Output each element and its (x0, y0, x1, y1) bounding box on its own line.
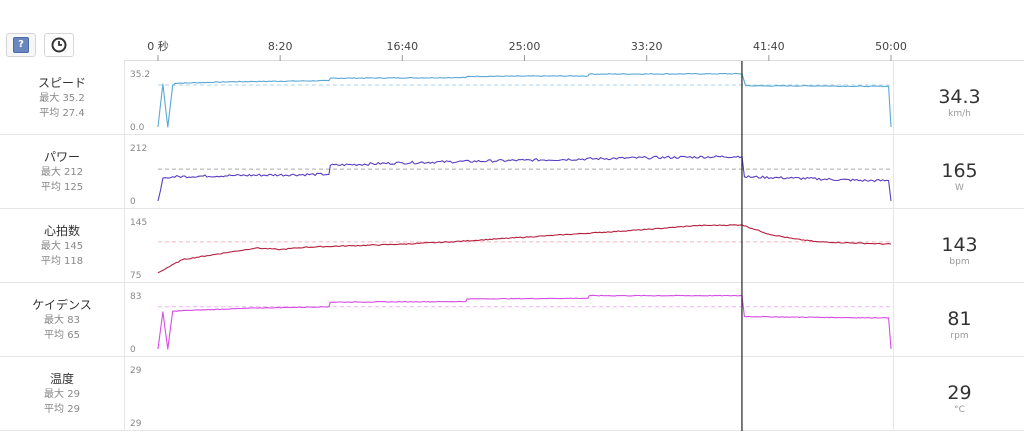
metric-max: 最大 212 (40, 167, 84, 178)
metric-name: 温度 (49, 372, 74, 386)
x-tick-label: 41:40 (753, 40, 785, 53)
metric-name: パワー (43, 150, 80, 164)
metric-max: 最大 83 (44, 315, 80, 326)
metric-max: 最大 35.2 (39, 93, 85, 104)
x-tick-label: 16:40 (386, 40, 418, 53)
toolbar: ? (6, 33, 84, 57)
label-power: パワー 最大 212 平均 125 (0, 148, 124, 195)
label-heart-rate: 心拍数 最大 145 平均 118 (0, 222, 124, 269)
unit-label: rpm (950, 331, 969, 341)
label-temperature: 温度 最大 29 平均 29 (0, 370, 124, 417)
y-min-label: 0 (130, 197, 136, 207)
metric-avg: 平均 118 (40, 256, 84, 267)
metric-name: スピード (37, 76, 86, 90)
series-line (157, 72, 892, 128)
value-temperature: 29 °C (895, 382, 1024, 416)
metric-avg: 平均 29 (44, 404, 80, 415)
metric-name: 心拍数 (43, 224, 80, 238)
y-max-label: 212 (130, 144, 147, 154)
x-tick-label: 33:20 (631, 40, 663, 53)
metric-avg: 平均 125 (40, 182, 84, 193)
value-cadence: 81 rpm (895, 308, 1024, 342)
cursor-value: 29 (947, 382, 972, 404)
x-tick-label: 0 秒 (147, 39, 169, 53)
y-max-label: 145 (130, 218, 147, 228)
unit-label: °C (954, 405, 965, 415)
value-speed: 34.3 km/h (895, 86, 1024, 120)
cursor-value: 81 (947, 308, 972, 330)
series-line (157, 224, 892, 274)
y-max-label: 35.2 (130, 70, 150, 80)
clock-icon (51, 37, 67, 53)
metric-name: ケイデンス (32, 298, 92, 312)
y-min-label: 0 (130, 345, 136, 355)
series-line (157, 155, 892, 202)
value-power: 165 W (895, 160, 1024, 194)
label-cadence: ケイデンス 最大 83 平均 65 (0, 296, 124, 343)
metric-max: 最大 145 (40, 241, 84, 252)
series-line (157, 294, 892, 350)
value-heart-rate: 143 bpm (895, 234, 1024, 268)
metric-max: 最大 29 (44, 389, 80, 400)
unit-label: bpm (949, 257, 970, 267)
y-min-label: 29 (130, 419, 142, 429)
help-square-icon: ? (13, 37, 29, 53)
x-tick-label: 50:00 (875, 40, 907, 53)
time-button[interactable] (44, 33, 74, 57)
cursor-value: 143 (941, 234, 978, 256)
metric-avg: 平均 65 (44, 330, 80, 341)
y-max-label: 29 (130, 366, 142, 376)
y-min-label: 0.0 (130, 123, 145, 133)
cursor-value: 165 (941, 160, 978, 182)
x-tick-label: 25:00 (509, 40, 541, 53)
help-button[interactable]: ? (6, 33, 36, 57)
y-min-label: 75 (130, 271, 141, 281)
unit-label: W (955, 183, 964, 193)
cursor-value: 34.3 (938, 86, 981, 108)
label-speed: スピード 最大 35.2 平均 27.4 (0, 74, 124, 121)
x-tick-label: 8:20 (268, 40, 293, 53)
metric-avg: 平均 27.4 (39, 108, 85, 119)
y-max-label: 83 (130, 292, 141, 302)
unit-label: km/h (948, 109, 971, 119)
